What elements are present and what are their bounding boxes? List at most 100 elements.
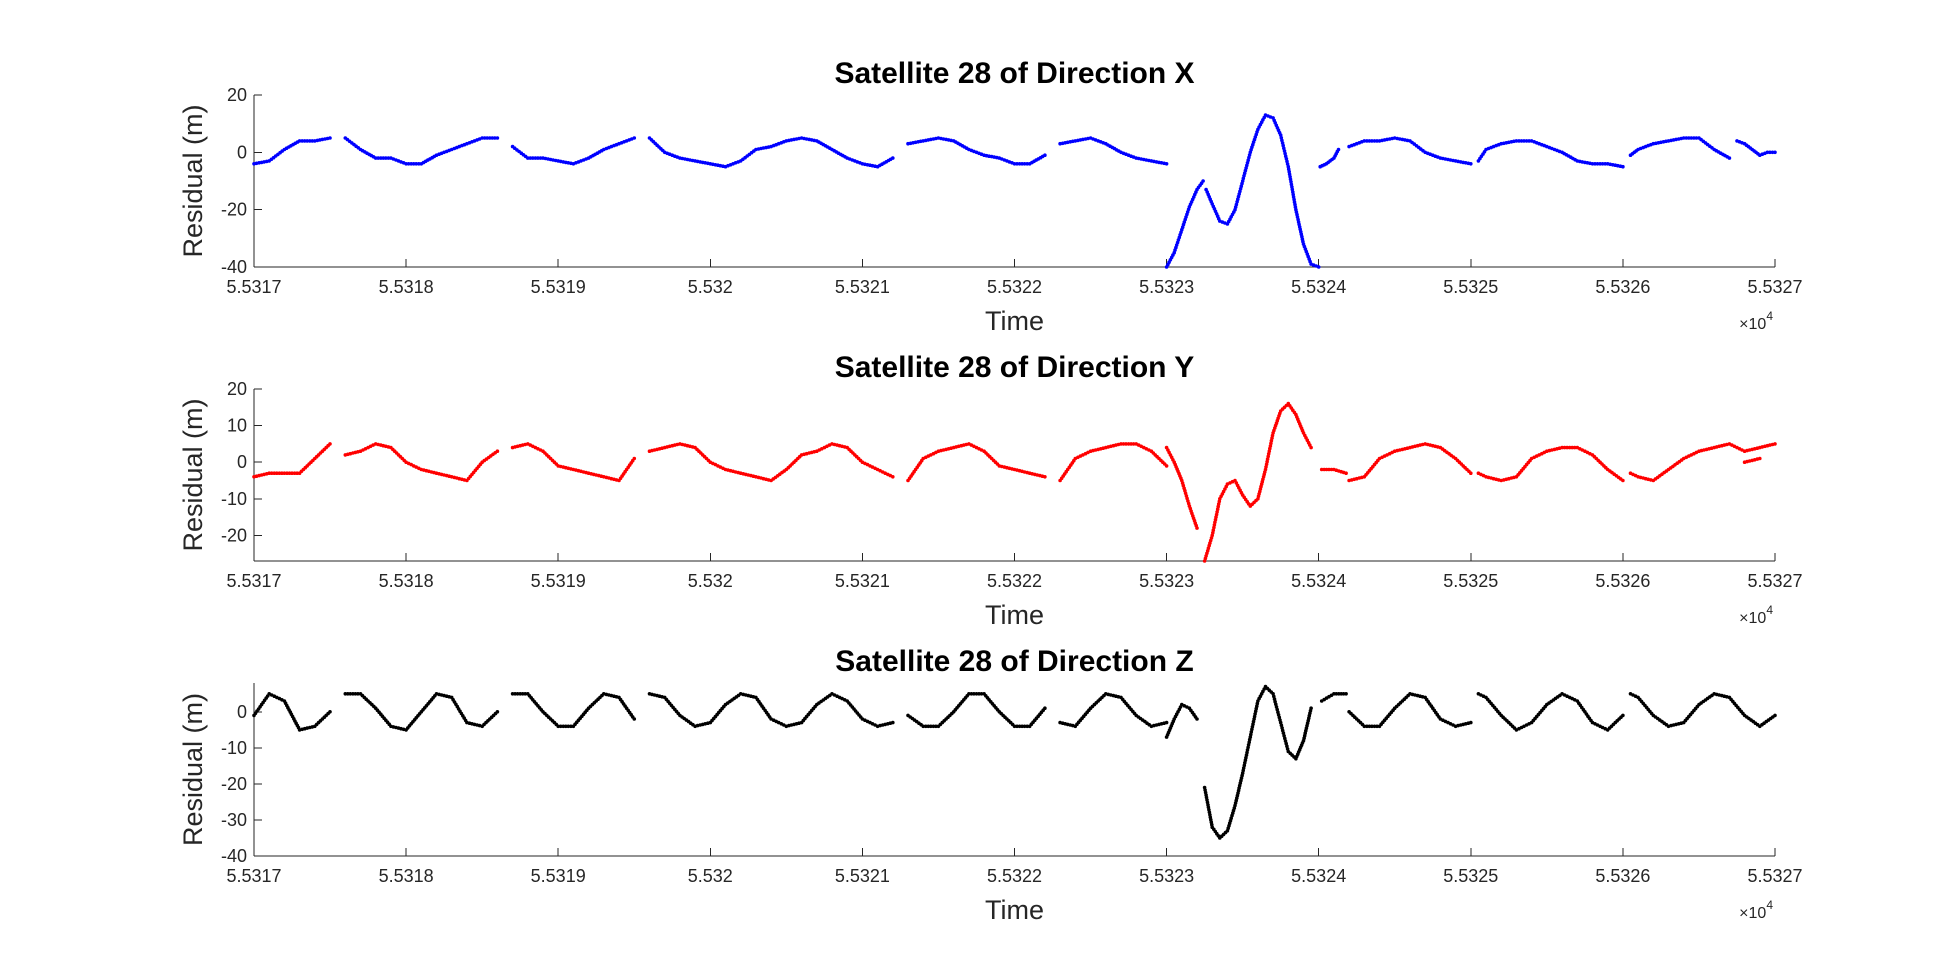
y-tick-label: 0	[237, 452, 247, 472]
y-tick-label: -20	[221, 774, 247, 794]
data-point	[1773, 151, 1777, 155]
x-tick-label: 5.5322	[987, 277, 1042, 297]
y-tick-label: -10	[221, 738, 247, 758]
series-segment-5	[906, 136, 1046, 165]
series-segment-7	[1165, 179, 1205, 269]
x-tick-label: 5.5317	[226, 571, 281, 591]
data-point	[1758, 457, 1762, 461]
data-point	[1728, 156, 1732, 160]
scatter-points	[252, 402, 1777, 563]
y-axis-label: Residual (m)	[178, 398, 208, 551]
x-tick-label: 5.532	[688, 571, 733, 591]
x-exponent-base: ×10	[1739, 905, 1766, 922]
data-point	[1165, 721, 1169, 725]
series-segment-9	[1318, 148, 1340, 169]
data-point	[1344, 471, 1348, 475]
x-exponent-label: ×104	[1739, 603, 1773, 627]
data-point	[328, 136, 332, 140]
data-point	[1195, 717, 1199, 721]
x-tick-label: 5.5326	[1595, 571, 1650, 591]
series-segment-9	[1320, 692, 1348, 703]
series-segment-6	[1058, 442, 1168, 482]
x-tick-label: 5.5318	[379, 277, 434, 297]
series-segment-4	[648, 136, 895, 168]
series-segment-13	[1743, 457, 1762, 464]
x-tick-label: 5.5325	[1443, 277, 1498, 297]
x-tick-label: 5.5321	[835, 277, 890, 297]
data-point	[1344, 692, 1348, 696]
x-tick-label: 5.5318	[379, 571, 434, 591]
series-segment-7	[1165, 703, 1199, 739]
data-point	[1195, 526, 1199, 530]
data-point	[328, 710, 332, 714]
data-point	[1309, 446, 1313, 450]
x-tick-label: 5.5323	[1139, 571, 1194, 591]
subplot-title: Satellite 28 of Direction X	[834, 57, 1194, 90]
series-segment-4	[648, 442, 895, 482]
series-segment-6	[1058, 692, 1168, 728]
series-segment-9	[1320, 468, 1348, 475]
series-segment-11	[1477, 692, 1625, 732]
x-tick-label: 5.5322	[987, 571, 1042, 591]
x-tick-label: 5.5319	[531, 571, 586, 591]
data-point	[1165, 162, 1169, 166]
series-segment-12	[1629, 442, 1777, 482]
series-segment-3	[511, 692, 636, 728]
subplot-title: Satellite 28 of Direction Y	[835, 351, 1195, 384]
series-segment-5	[906, 442, 1046, 482]
x-tick-label: 5.5317	[226, 277, 281, 297]
data-point	[1043, 475, 1047, 479]
data-point	[633, 717, 637, 721]
data-point	[1469, 162, 1473, 166]
data-point	[496, 710, 500, 714]
y-tick-label: 0	[237, 702, 247, 722]
x-tick-label: 5.532	[688, 277, 733, 297]
scatter-points	[252, 113, 1777, 269]
series-segment-2	[344, 442, 500, 482]
x-tick-label: 5.5327	[1747, 571, 1802, 591]
series-segment-1	[252, 442, 332, 479]
x-tick-label: 5.5322	[987, 866, 1042, 886]
series-segment-3	[511, 136, 636, 165]
y-tick-label: -40	[221, 846, 247, 866]
data-point	[1469, 721, 1473, 725]
data-point	[1043, 153, 1047, 157]
series-segment-2	[344, 692, 500, 732]
data-point	[633, 136, 637, 140]
series-segment-12	[1629, 692, 1777, 728]
x-tick-label: 5.5319	[531, 277, 586, 297]
y-tick-label: -20	[221, 525, 247, 545]
x-tick-label: 5.5324	[1291, 571, 1346, 591]
data-point	[1309, 706, 1313, 710]
x-exponent-base: ×10	[1739, 316, 1766, 333]
x-exponent-power: 4	[1766, 898, 1773, 912]
x-tick-label: 5.5324	[1291, 866, 1346, 886]
data-point	[1317, 265, 1321, 269]
data-point	[1621, 479, 1625, 483]
series-segment-1	[252, 136, 332, 165]
x-tick-label: 5.5321	[835, 866, 890, 886]
x-axis-label: Time	[985, 600, 1044, 630]
x-exponent-base: ×10	[1739, 610, 1766, 627]
series-segment-5	[906, 692, 1046, 728]
series-segment-3	[511, 442, 636, 482]
data-point	[1337, 148, 1341, 152]
subplot-3: 5.5317 5.5318 5.5319 5.532 5.5321 5.5322 5.532…	[178, 645, 1803, 925]
x-tick-label: 5.5323	[1139, 866, 1194, 886]
series-segment-4	[648, 692, 895, 728]
y-tick-label: 20	[227, 85, 247, 105]
series-segment-7	[1165, 446, 1199, 530]
data-point	[633, 457, 637, 461]
x-tick-label: 5.5325	[1443, 571, 1498, 591]
data-point	[1621, 165, 1625, 169]
series-segment-10	[1347, 442, 1472, 482]
x-tick-label: 5.5317	[226, 866, 281, 886]
y-axis-label: Residual (m)	[178, 693, 208, 846]
data-point	[1201, 179, 1205, 183]
x-exponent-label: ×104	[1739, 309, 1773, 333]
x-tick-label: 5.5326	[1595, 866, 1650, 886]
y-tick-label: -40	[221, 257, 247, 277]
y-tick-label: -20	[221, 200, 247, 220]
data-point	[1165, 464, 1169, 468]
x-exponent-power: 4	[1766, 309, 1773, 323]
